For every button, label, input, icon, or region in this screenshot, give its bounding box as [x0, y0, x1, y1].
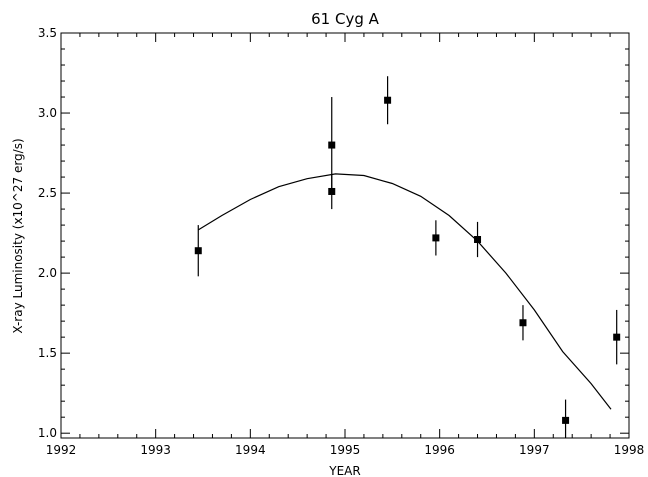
x-tick-label: 1996: [424, 443, 455, 457]
y-tick-label: 2.0: [38, 266, 57, 280]
x-tick-label: 1997: [519, 443, 550, 457]
data-points: [194, 76, 621, 438]
data-point: [562, 416, 570, 424]
data-point: [328, 187, 336, 195]
x-axis-title: YEAR: [328, 464, 360, 477]
plot-frame: [60, 32, 630, 439]
x-tick-label: 1994: [235, 443, 266, 457]
data-point: [194, 247, 202, 255]
fit-curve: [197, 173, 612, 410]
data-point: [519, 319, 527, 327]
y-tick-label: 1.5: [38, 346, 57, 360]
x-tick-label: 1995: [330, 443, 361, 457]
axis-tick-labels: 1992 1993 1994 1995 1996 1997 1998 1.0 1.5 2.0 2.5…: [38, 26, 644, 457]
data-point: [384, 96, 392, 104]
x-tick-label: 1992: [46, 443, 77, 457]
y-tick-label: 3.5: [38, 26, 57, 40]
data-point: [613, 333, 621, 341]
y-tick-label: 2.5: [38, 186, 57, 200]
data-point: [328, 141, 336, 149]
data-point: [432, 234, 440, 242]
y-tick-label: 1.0: [38, 426, 57, 440]
chart-title: 61 Cyg A: [311, 10, 379, 28]
axis-ticks: [60, 32, 630, 438]
data-point: [474, 236, 482, 244]
y-tick-label: 3.0: [38, 106, 57, 120]
x-tick-label: 1993: [140, 443, 171, 457]
y-axis-title: X-ray Luminosity (x10^27 erg/s): [11, 138, 25, 333]
x-tick-label: 1998: [614, 443, 645, 457]
